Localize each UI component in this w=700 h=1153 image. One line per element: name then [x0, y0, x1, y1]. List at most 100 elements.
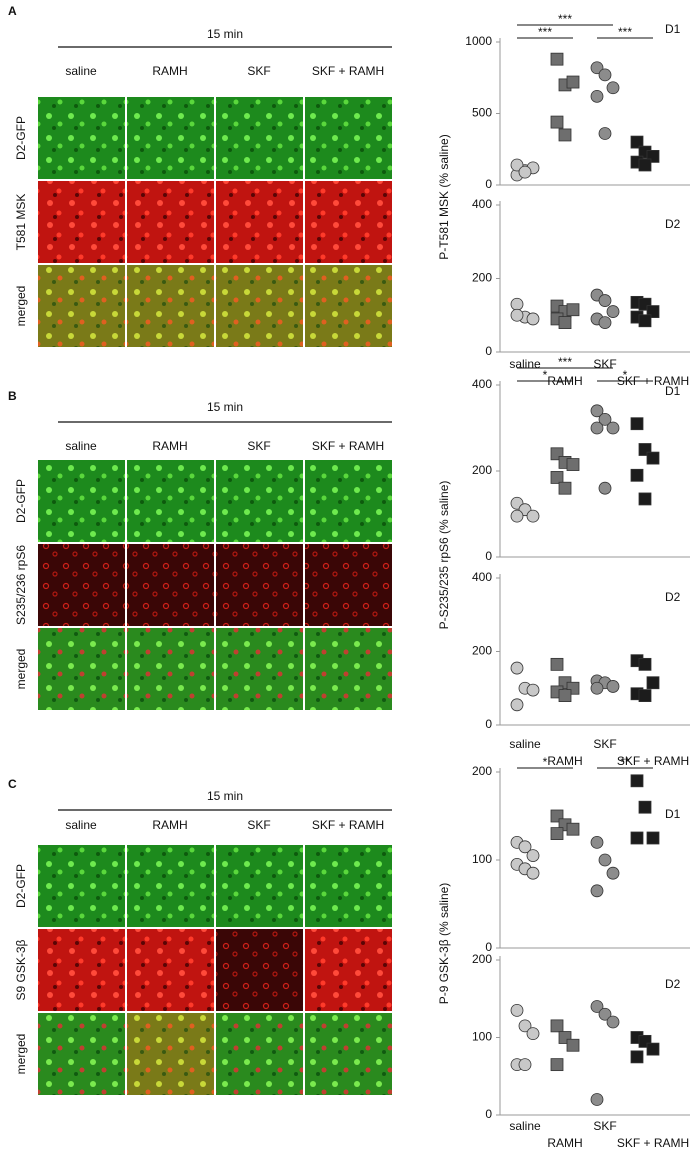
x-tick-label: SKF — [593, 357, 616, 371]
x-tick-label: saline — [509, 737, 541, 751]
time-label: 15 min — [207, 27, 243, 41]
data-point — [558, 689, 572, 702]
data-point — [638, 657, 652, 671]
micrograph — [216, 265, 303, 347]
data-point — [590, 1093, 604, 1106]
micrograph — [305, 181, 392, 263]
data-point — [510, 308, 524, 322]
data-point — [558, 128, 572, 142]
significance-label: * — [543, 755, 548, 769]
data-point — [510, 297, 524, 311]
condition-label: SKF — [247, 818, 270, 832]
micrograph — [38, 929, 125, 1011]
micrograph — [38, 628, 125, 710]
data-point — [558, 481, 572, 495]
condition-label: saline — [65, 439, 97, 453]
significance-label: *** — [618, 25, 632, 39]
data-point — [606, 305, 620, 318]
y-tick-label: 0 — [485, 1107, 492, 1121]
data-point — [630, 468, 644, 482]
y-axis-label: P-T581 MSK (% saline) — [437, 134, 451, 259]
data-point — [638, 314, 652, 328]
y-axis-label: P-S235/235 rpS6 (% saline) — [437, 481, 451, 630]
micrograph — [127, 265, 214, 347]
y-tick-label: 1000 — [465, 34, 492, 48]
data-point — [590, 89, 604, 103]
condition-label: RAMH — [152, 818, 187, 832]
data-point — [518, 1019, 532, 1033]
micrograph — [38, 1013, 125, 1095]
row-label: T581 MSK — [14, 194, 28, 251]
data-point — [566, 75, 580, 89]
micrograph — [127, 544, 214, 626]
micrograph — [305, 628, 392, 710]
data-point — [590, 681, 604, 695]
significance-label: *** — [558, 355, 572, 369]
row-label: D2-GFP — [14, 479, 28, 523]
row-label: S235/236 rpS6 — [14, 545, 28, 625]
data-point — [526, 312, 540, 326]
y-tick-label: 400 — [472, 570, 492, 584]
micrograph — [38, 265, 125, 347]
data-point — [590, 421, 604, 435]
row-label: merged — [14, 649, 28, 690]
micrograph — [305, 929, 392, 1011]
y-tick-label: 200 — [472, 764, 492, 778]
condition-label: SKF — [247, 64, 270, 78]
x-tick-label: SKF + RAMH — [617, 1136, 689, 1150]
micrograph — [216, 845, 303, 927]
row-label: merged — [14, 1034, 28, 1075]
data-point — [638, 492, 652, 506]
panel-letter: A — [8, 4, 17, 18]
x-tick-label: saline — [509, 1119, 541, 1133]
y-tick-label: 200 — [472, 644, 492, 658]
y-tick-label: 0 — [485, 549, 492, 563]
data-point — [526, 509, 540, 523]
significance-label: *** — [538, 25, 552, 39]
data-point — [598, 481, 612, 495]
condition-label: saline — [65, 64, 97, 78]
data-point — [590, 884, 604, 898]
micrograph — [216, 929, 303, 1011]
row-label: merged — [14, 286, 28, 327]
x-tick-label: RAMH — [547, 754, 582, 768]
micrograph — [127, 845, 214, 927]
data-point — [590, 61, 604, 75]
data-point — [510, 1003, 524, 1017]
row-label: D2-GFP — [14, 116, 28, 160]
data-point — [510, 661, 524, 675]
chart-title: D1 — [665, 384, 681, 398]
data-point — [590, 1000, 604, 1013]
data-point — [606, 1015, 620, 1029]
data-point — [638, 158, 652, 172]
x-tick-label: SKF — [593, 737, 616, 751]
condition-label: RAMH — [152, 64, 187, 78]
data-point — [550, 115, 564, 129]
micrograph — [305, 1013, 392, 1095]
micrograph — [38, 97, 125, 179]
micrograph — [305, 97, 392, 179]
data-point — [630, 774, 644, 788]
data-point — [598, 68, 612, 82]
micrograph — [127, 1013, 214, 1095]
y-tick-label: 400 — [472, 377, 492, 391]
data-point — [606, 680, 620, 693]
micrograph — [216, 181, 303, 263]
x-tick-label: SKF — [593, 1119, 616, 1133]
data-point — [606, 81, 620, 95]
micrograph — [127, 628, 214, 710]
micrograph — [216, 544, 303, 626]
data-point — [526, 849, 540, 862]
data-point — [526, 866, 540, 880]
data-point — [518, 1058, 532, 1072]
data-point — [550, 657, 564, 671]
y-tick-label: 0 — [485, 717, 492, 731]
data-point — [566, 458, 580, 471]
data-point — [558, 316, 572, 330]
data-point — [598, 127, 612, 140]
data-point — [630, 1050, 644, 1064]
micrograph — [305, 544, 392, 626]
micrograph — [216, 1013, 303, 1095]
row-label: S9 GSK-3β — [14, 939, 28, 1000]
